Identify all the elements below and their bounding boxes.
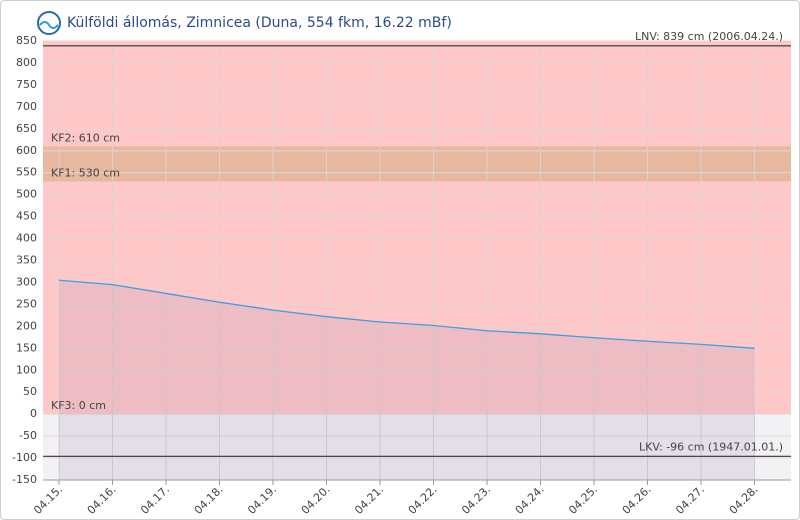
level-label: KF2: 610 cm [51,131,120,144]
y-tick-label: 600 [16,144,37,157]
reference-label: LNV: 839 cm (2006.04.24.) [635,30,783,43]
y-tick-label: 200 [16,319,37,332]
y-tick-label: 250 [16,297,37,310]
y-tick-label: 50 [23,385,37,398]
x-tick-label: 04.18. [192,483,226,517]
y-tick-label: 100 [16,363,37,376]
y-tick-label: -150 [12,473,37,486]
x-tick-label: 04.15. [31,483,65,517]
y-tick-label: 450 [16,210,37,223]
reference-label: LKV: -96 cm (1947.01.01.) [639,440,783,453]
y-tick-label: -100 [12,451,37,464]
area [59,280,755,480]
chart-title: Külföldi állomás, Zimnicea (Duna, 554 fk… [67,15,452,31]
y-tick-label: 0 [30,407,37,420]
x-tick-label: 04.16. [85,483,119,517]
y-tick-label: 800 [16,56,37,69]
x-tick-label: 04.26. [620,483,654,517]
level-label: KF3: 0 cm [51,399,106,412]
x-tick-label: 04.17. [138,483,172,517]
y-tick-label: 750 [16,78,37,91]
y-tick-label: 550 [16,166,37,179]
alert-zone [43,41,791,415]
y-tick-label: 700 [16,100,37,113]
y-tick-label: 150 [16,341,37,354]
x-tick-label: 04.21. [352,483,386,517]
x-tick-label: 04.19. [245,483,279,517]
y-tick-label: 650 [16,122,37,135]
y-tick-label: 850 [16,34,37,47]
y-tick-label: 300 [16,275,37,288]
y-tick-label: 350 [16,254,37,267]
line [58,279,755,349]
y-tick-label: 500 [16,188,37,201]
x-tick-label: 04.25. [566,483,600,517]
x-tick-label: 04.27. [673,483,707,517]
x-tick-label: 04.28. [727,483,761,517]
level-label: KF1: 530 cm [51,166,120,179]
y-tick-label: -50 [19,429,37,442]
x-tick-label: 04.23. [459,483,493,517]
x-tick-label: 04.20. [299,483,333,517]
y-tick-label: 400 [16,232,37,245]
logo [37,11,61,35]
x-tick-label: 04.22. [406,483,440,517]
alert-band [43,146,791,182]
x-tick-label: 04.24. [513,483,547,517]
